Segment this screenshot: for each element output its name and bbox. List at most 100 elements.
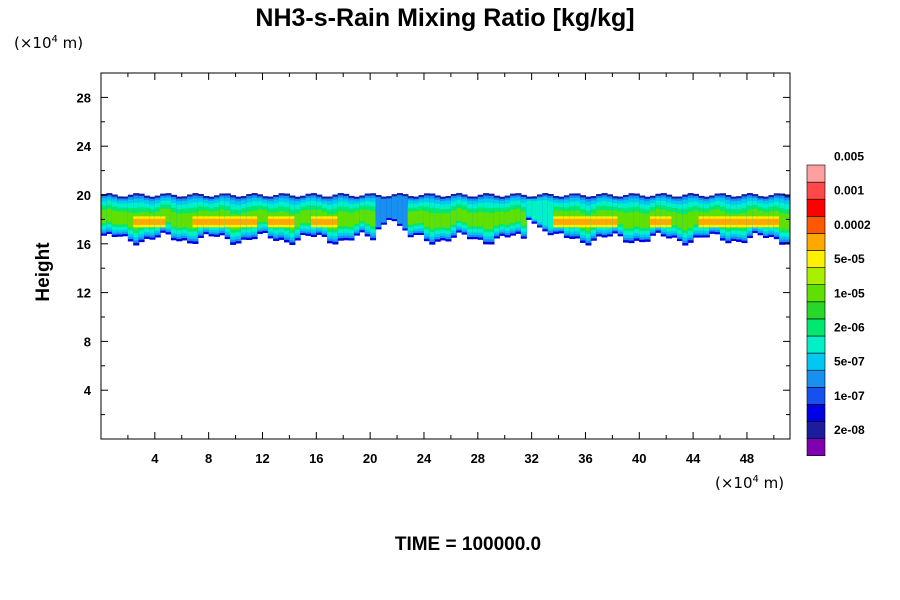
x-tick-label: 40 — [632, 451, 646, 466]
chart-title: NH3-s-Rain Mixing Ratio [kg/kg] — [255, 4, 634, 32]
field-core — [332, 218, 339, 225]
field-edge-bottom — [553, 231, 560, 234]
field-edge-bottom — [160, 230, 167, 233]
x-tick-label: 44 — [686, 451, 701, 466]
field-edge-bottom — [639, 240, 646, 243]
field-cell — [106, 208, 113, 222]
field-cell — [160, 208, 167, 222]
field-edge-top — [278, 193, 285, 196]
field-edge-top — [154, 195, 161, 198]
field-edge-bottom — [267, 236, 274, 239]
field-cell — [633, 211, 640, 227]
field-edge-bottom — [418, 232, 425, 235]
field-cell — [337, 211, 344, 227]
field-edge-bottom — [773, 237, 780, 240]
field-edge-top — [784, 195, 791, 198]
field-edge-top — [720, 193, 726, 196]
field-edge-top — [348, 195, 355, 198]
field-edge-bottom — [617, 234, 624, 237]
colorbar-label: 2e-06 — [834, 320, 865, 334]
field-edge-bottom — [698, 235, 705, 238]
field-edge-bottom — [348, 238, 355, 241]
field-edge-top — [725, 195, 732, 198]
field-core — [246, 218, 253, 225]
field-edge-bottom — [359, 230, 366, 233]
x-tick-label: 20 — [363, 451, 377, 466]
field-edge-top — [553, 196, 560, 199]
x-axis-unit: (×104 m) — [715, 474, 784, 492]
field-cell — [655, 208, 662, 222]
field-core — [230, 218, 237, 225]
field-cell — [170, 212, 177, 227]
field-core — [192, 218, 199, 225]
field-cell — [515, 208, 522, 222]
field-cell — [547, 201, 554, 229]
field-core — [601, 218, 608, 225]
x-tick-label: 12 — [255, 451, 269, 466]
plot-background — [101, 73, 790, 439]
field-core — [154, 218, 161, 225]
field-cell — [397, 194, 403, 225]
field-edge-bottom — [343, 238, 350, 241]
field-cell — [359, 209, 366, 222]
x-tick-label: 32 — [524, 451, 538, 466]
field-edge-bottom — [547, 233, 554, 236]
field-edge-bottom — [488, 242, 495, 245]
field-cell — [423, 211, 430, 227]
colorbar-swatch — [806, 352, 826, 371]
y-tick-label: 16 — [77, 237, 91, 252]
field-core — [698, 218, 705, 225]
field-edge-top — [310, 193, 317, 196]
field-edge-top — [606, 194, 613, 197]
time-label: TIME = 100000.0 — [395, 534, 541, 555]
field-edge-bottom — [445, 239, 452, 242]
field-cell — [413, 211, 420, 224]
field-edge-bottom — [337, 238, 344, 241]
y-tick-label: 4 — [84, 383, 92, 398]
field-edge-bottom — [477, 237, 484, 240]
field-edge-top — [294, 196, 301, 199]
field-cell — [305, 209, 312, 224]
field-edge-top — [472, 196, 479, 199]
field-cell — [687, 212, 694, 228]
field-edge-bottom — [623, 240, 630, 243]
field-edge-bottom — [757, 233, 764, 236]
field-edge-top — [187, 194, 194, 197]
plot-area — [100, 72, 791, 440]
field-edge-bottom — [300, 232, 307, 235]
field-cell — [542, 200, 549, 226]
field-edge-top — [197, 194, 204, 197]
field-edge-top — [763, 196, 769, 199]
field-core — [219, 218, 226, 225]
field-edge-bottom — [752, 231, 759, 234]
field-edge-bottom — [246, 237, 253, 240]
field-cell — [520, 211, 527, 226]
field-cell — [262, 210, 269, 222]
field-core — [144, 218, 150, 225]
y-tick-label: 28 — [77, 90, 91, 105]
field-edge-bottom — [240, 237, 247, 240]
field-edge-top — [612, 196, 619, 199]
field-edge-bottom — [117, 234, 124, 237]
field-cell — [353, 211, 360, 224]
field-core — [725, 218, 732, 225]
field-edge-bottom — [655, 230, 662, 233]
field-edge-top — [623, 194, 630, 197]
field-cell — [714, 209, 721, 223]
field-cell — [531, 201, 538, 220]
field-cell — [779, 212, 786, 230]
field-edge-top — [240, 196, 247, 199]
field-edge-bottom — [714, 232, 721, 235]
field-cell — [693, 210, 699, 225]
field-cell — [300, 210, 307, 224]
field-edge-top — [639, 195, 646, 198]
field-edge-top — [510, 193, 516, 196]
field-edge-top — [768, 195, 775, 198]
field-cell — [628, 212, 635, 229]
field-edge-bottom — [327, 241, 333, 244]
field-cell — [676, 213, 683, 228]
field-edge-top — [520, 194, 527, 197]
field-edge-top — [493, 195, 500, 198]
field-edge-top — [262, 196, 269, 199]
field-edge-top — [149, 196, 156, 199]
